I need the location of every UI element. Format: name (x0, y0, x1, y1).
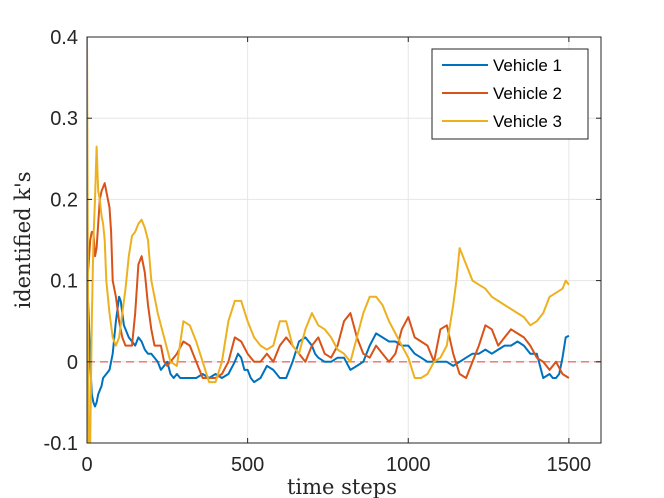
series-line-vehicle-2 (87, 182, 570, 379)
y-axis-title: identified k's (11, 171, 35, 308)
series-line-vehicle-3 (87, 37, 570, 443)
legend-label-vehicle-1: Vehicle 1 (493, 56, 562, 75)
x-tick-label: 1500 (547, 454, 592, 476)
legend-label-vehicle-3: Vehicle 3 (493, 112, 562, 131)
y-tick-label: 0.3 (50, 108, 78, 130)
tick-labels: 0 500 1000 1500-0.100.10.20.30.4 (44, 27, 592, 476)
y-tick-label: 0 (67, 352, 78, 374)
x-tick-label: 0 (81, 454, 92, 476)
x-tick-label: 1000 (386, 454, 431, 476)
y-tick-label: -0.1 (44, 433, 78, 455)
series-layer (87, 37, 601, 443)
legend: Vehicle 1 Vehicle 2 Vehicle 3 (431, 48, 589, 140)
axes-box (86, 36, 602, 444)
y-tick-label: 0.1 (50, 271, 78, 293)
axes (86, 36, 602, 444)
x-tick-label: 500 (231, 454, 264, 476)
legend-label-vehicle-2: Vehicle 2 (493, 84, 562, 103)
x-axis-title: time steps (287, 475, 397, 498)
y-tick-label: 0.2 (50, 189, 78, 211)
y-tick-label: 0.4 (50, 27, 78, 49)
